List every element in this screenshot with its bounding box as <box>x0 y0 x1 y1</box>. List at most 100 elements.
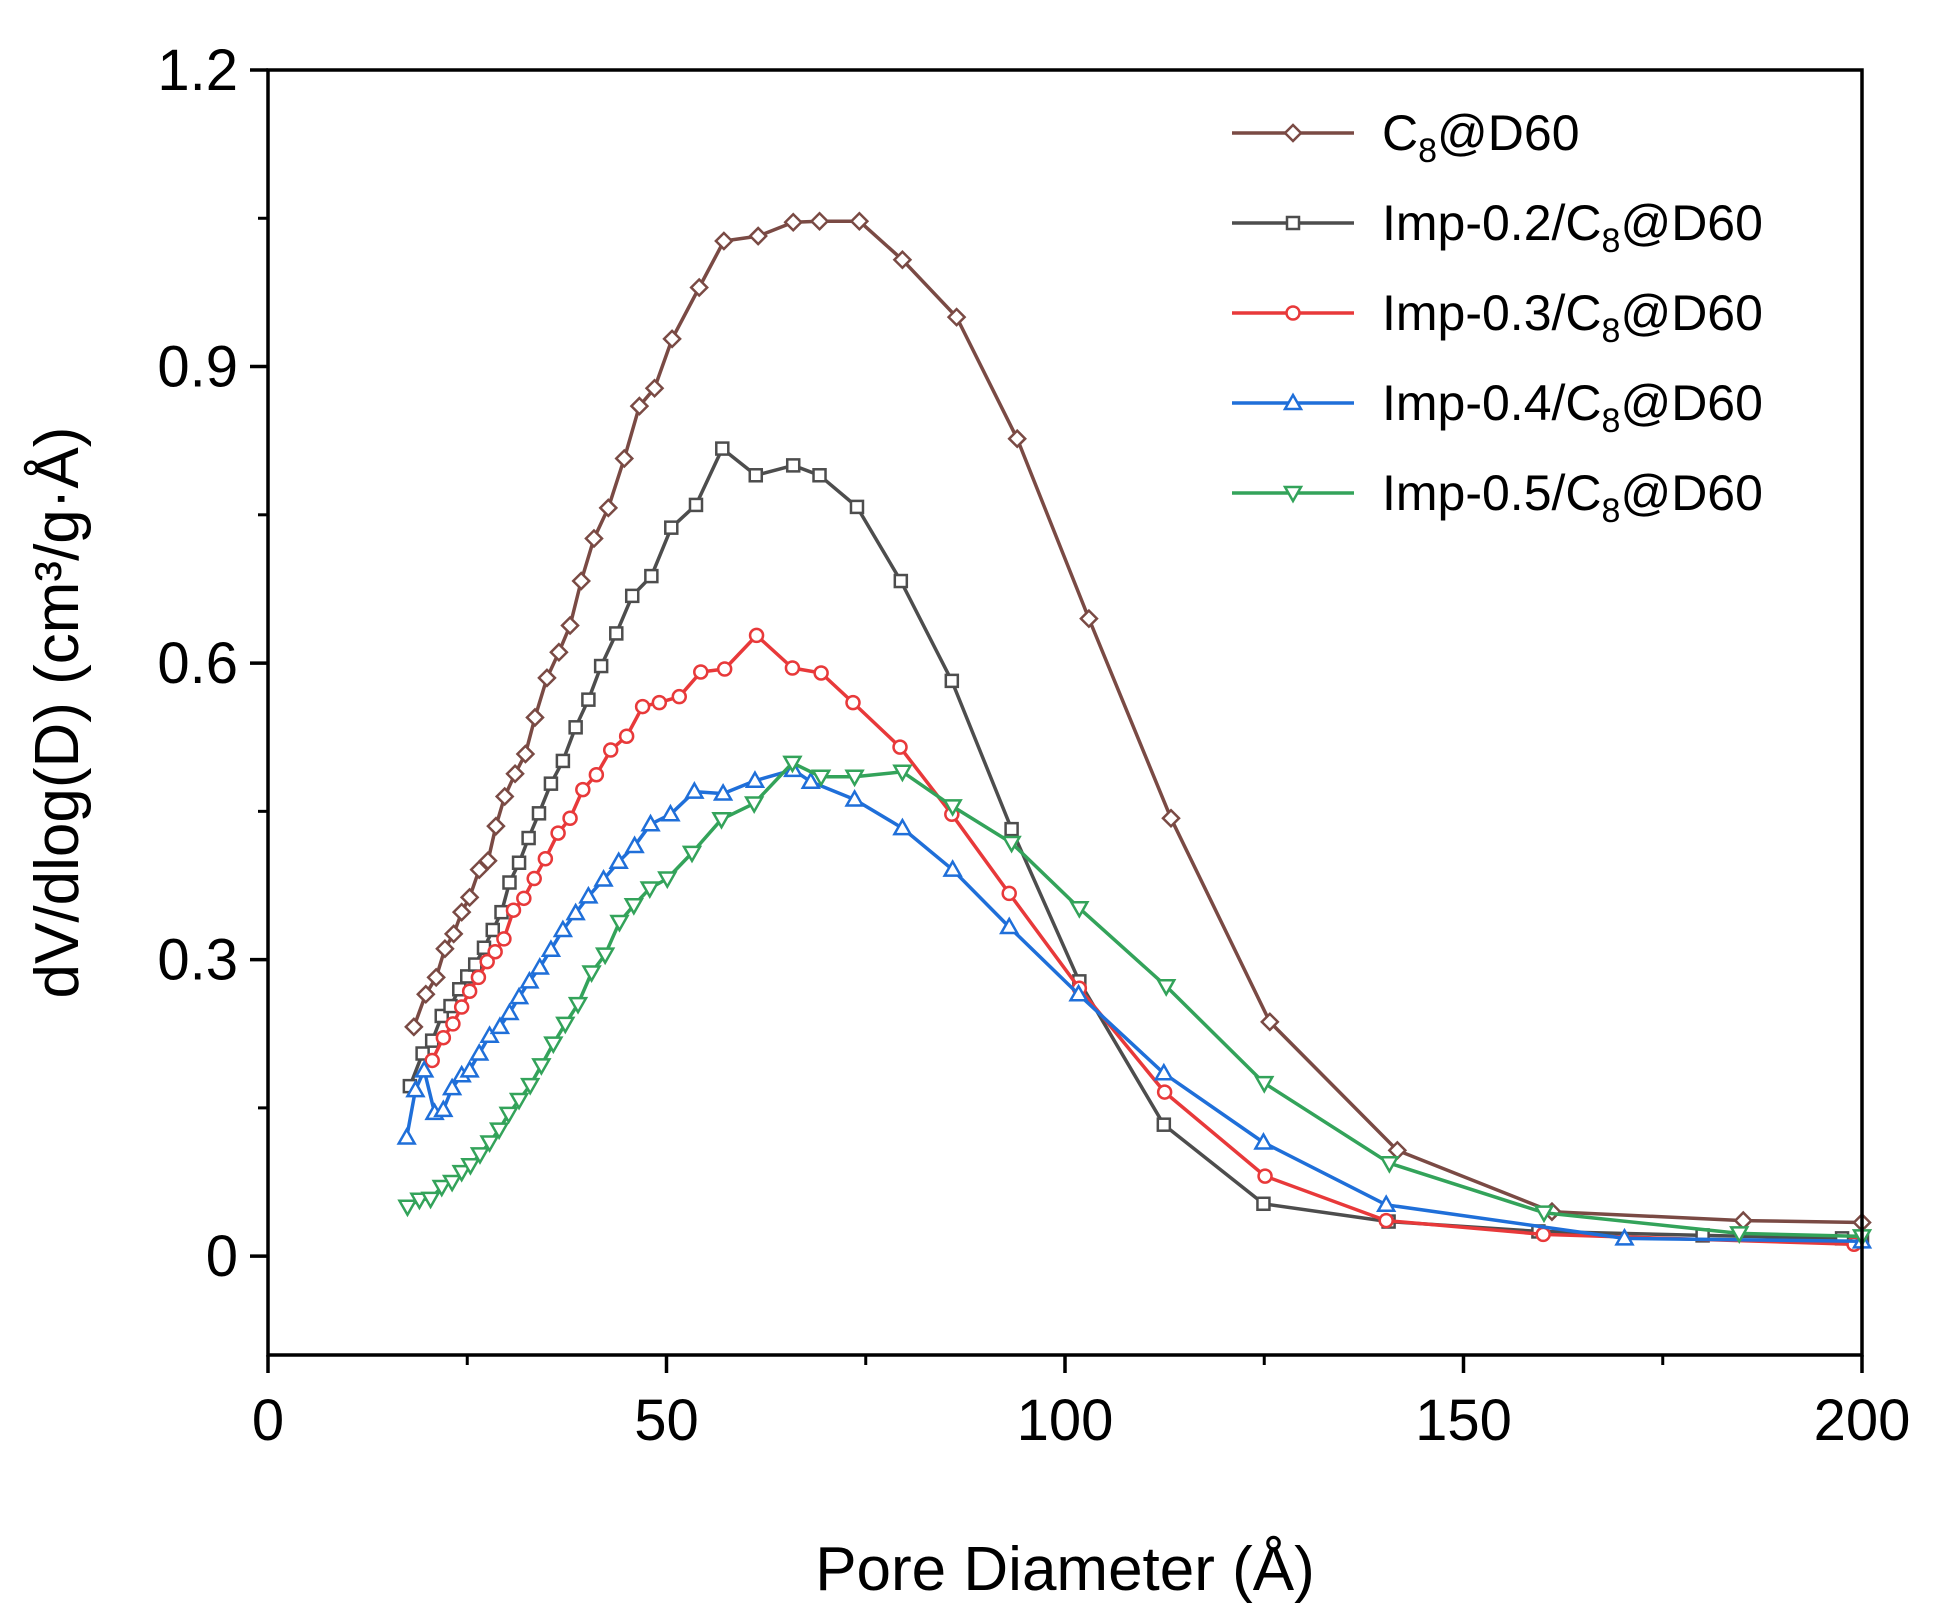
data-point <box>521 830 536 846</box>
legend-label: Imp-0.5/C8@D60 <box>1382 465 1763 530</box>
data-point <box>1001 835 1022 854</box>
data-point <box>609 626 624 641</box>
data-point <box>664 520 679 535</box>
data-point <box>397 1199 418 1218</box>
series-line <box>404 768 1863 1244</box>
data-point <box>526 870 542 887</box>
data-point <box>844 788 865 807</box>
data-point <box>712 783 734 801</box>
data-point <box>1256 1196 1271 1212</box>
data-point <box>624 588 640 604</box>
legend-label: Imp-0.4/C8@D60 <box>1382 375 1763 440</box>
y-tick-label: 0.9 <box>157 335 238 400</box>
data-point <box>693 664 709 680</box>
data-point <box>1156 979 1177 997</box>
data-point <box>470 969 487 986</box>
data-point <box>531 1058 552 1076</box>
data-point <box>662 329 682 349</box>
data-point <box>562 810 578 827</box>
data-point <box>849 211 870 232</box>
y-tick-label: 0.3 <box>157 928 238 993</box>
x-tick-label: 50 <box>634 1388 699 1453</box>
data-point <box>782 755 803 774</box>
legend-marker <box>1285 305 1301 321</box>
data-point <box>529 957 550 975</box>
data-point <box>555 1016 576 1035</box>
y-tick-label: 0.6 <box>157 631 238 696</box>
data-point <box>785 458 801 473</box>
data-point <box>1257 1168 1273 1184</box>
data-point <box>520 1077 541 1096</box>
data-point <box>744 770 766 788</box>
data-point <box>435 1029 452 1046</box>
data-point <box>479 1025 500 1043</box>
data-point <box>892 817 913 836</box>
x-tick-label: 0 <box>252 1388 284 1453</box>
series-line <box>412 219 1863 1225</box>
data-point <box>494 786 515 807</box>
data-point <box>1378 1212 1394 1229</box>
data-point <box>845 694 861 711</box>
data-point <box>515 744 536 764</box>
data-point <box>435 938 455 959</box>
data-point <box>469 1147 491 1165</box>
data-point <box>608 851 629 870</box>
data-point <box>584 528 604 549</box>
data-point <box>602 742 619 758</box>
data-point <box>1069 900 1090 919</box>
data-point <box>783 212 803 232</box>
data-point <box>1156 1117 1172 1132</box>
data-point <box>445 1016 461 1032</box>
data-point <box>624 835 645 854</box>
data-point <box>459 887 480 908</box>
data-point <box>640 813 661 832</box>
data-point <box>1161 808 1181 829</box>
data-point <box>1614 1227 1635 1246</box>
legend-marker <box>1282 392 1304 411</box>
data-point <box>496 931 512 947</box>
y-tick-label: 1.2 <box>157 38 238 103</box>
data-point <box>508 986 530 1005</box>
data-point <box>748 627 765 644</box>
data-point <box>499 1002 520 1021</box>
data-point <box>942 799 963 817</box>
data-point <box>684 781 705 799</box>
data-point <box>594 947 616 966</box>
data-point <box>409 1192 430 1211</box>
data-point <box>609 914 630 933</box>
data-point <box>416 984 436 1004</box>
data-point <box>555 753 571 769</box>
data-point <box>433 1099 454 1118</box>
data-point <box>424 1052 440 1069</box>
data-point <box>404 1017 424 1037</box>
data-point <box>396 1127 417 1145</box>
data-point <box>1153 1062 1174 1081</box>
data-point <box>581 965 602 983</box>
y-tick-label: 0 <box>206 1224 238 1289</box>
data-point <box>487 943 503 960</box>
data-point <box>505 764 525 784</box>
data-point <box>552 919 574 938</box>
series-line <box>406 761 1863 1239</box>
data-point <box>568 720 583 735</box>
data-point <box>784 660 801 676</box>
data-point <box>488 1122 510 1141</box>
data-point <box>531 806 547 821</box>
data-point <box>1376 1194 1397 1213</box>
data-point <box>426 967 446 988</box>
data-point <box>441 1077 463 1096</box>
data-point <box>405 1079 426 1098</box>
data-point <box>560 615 580 636</box>
series-layer <box>396 211 1873 1253</box>
data-point <box>1379 1155 1400 1174</box>
data-point <box>1156 1084 1173 1100</box>
plot-frame <box>266 68 1864 1357</box>
data-point <box>485 922 501 938</box>
data-point <box>593 869 614 887</box>
data-point <box>469 1042 490 1061</box>
data-point <box>467 957 483 972</box>
x-tick-label: 150 <box>1415 1388 1512 1453</box>
data-point <box>1001 885 1017 902</box>
data-point <box>461 983 478 999</box>
